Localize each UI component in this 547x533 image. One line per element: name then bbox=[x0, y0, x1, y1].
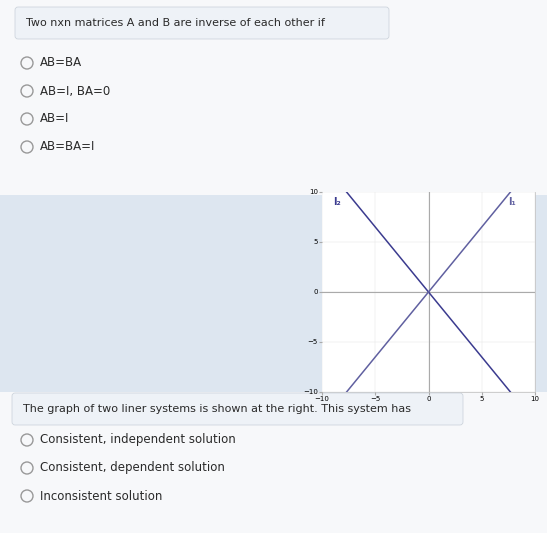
FancyBboxPatch shape bbox=[15, 7, 389, 39]
Bar bbox=[0, 195, 547, 392]
Text: l₂: l₂ bbox=[333, 197, 340, 207]
Text: Consistent, independent solution: Consistent, independent solution bbox=[40, 433, 236, 447]
Bar bbox=[322, 192, 535, 392]
Text: AB=BA=I: AB=BA=I bbox=[40, 141, 95, 154]
Text: AB=I: AB=I bbox=[40, 112, 69, 125]
Text: Two nxn matrices A and B are inverse of each other if: Two nxn matrices A and B are inverse of … bbox=[26, 18, 325, 28]
Text: AB=I, BA=0: AB=I, BA=0 bbox=[40, 85, 110, 98]
Text: l₁: l₁ bbox=[508, 197, 516, 207]
Text: AB=BA: AB=BA bbox=[40, 56, 82, 69]
Text: Inconsistent solution: Inconsistent solution bbox=[40, 489, 162, 503]
FancyBboxPatch shape bbox=[12, 393, 463, 425]
Text: Consistent, dependent solution: Consistent, dependent solution bbox=[40, 462, 225, 474]
Text: The graph of two liner systems is shown at the right. This system has: The graph of two liner systems is shown … bbox=[23, 404, 411, 414]
